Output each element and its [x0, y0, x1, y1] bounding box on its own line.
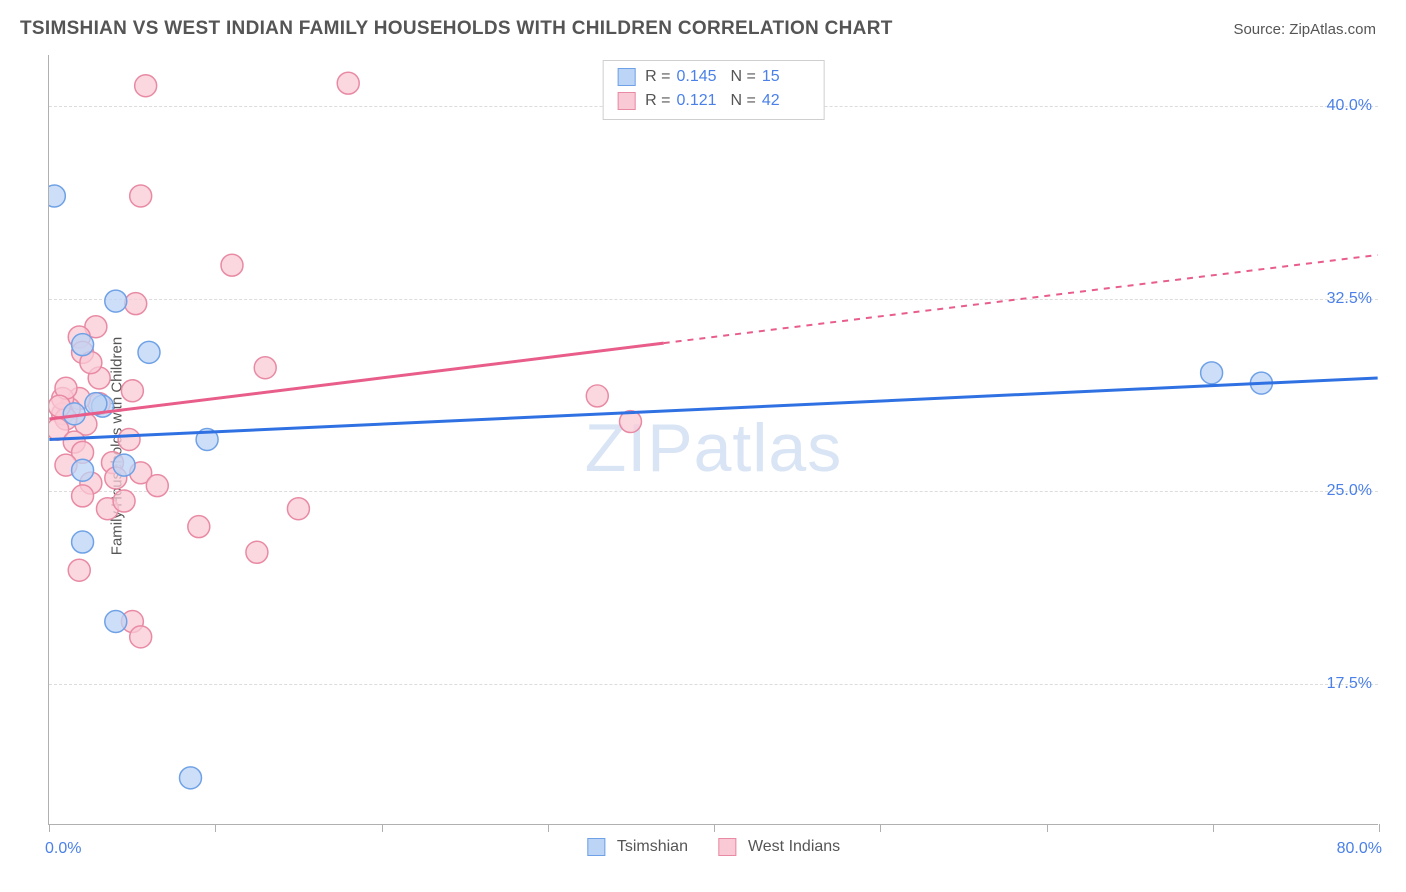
- swatch-blue-icon: [587, 838, 605, 856]
- x-tick: [215, 824, 216, 832]
- x-tick-label-max: 80.0%: [1337, 840, 1382, 858]
- stat-label-n: N =: [731, 65, 756, 89]
- legend-label-blue: Tsimshian: [617, 838, 688, 856]
- chart-plot-area: ZIPatlas 17.5%25.0%32.5%40.0% R = 0.145 …: [48, 55, 1378, 825]
- legend-item-blue: Tsimshian: [587, 838, 688, 856]
- x-tick: [1379, 824, 1380, 832]
- pink-point: [287, 498, 309, 520]
- pink-point: [337, 72, 359, 94]
- x-tick: [548, 824, 549, 832]
- x-tick: [382, 824, 383, 832]
- blue-point: [180, 767, 202, 789]
- blue-point: [113, 454, 135, 476]
- stat-label-r: R =: [645, 89, 670, 113]
- swatch-pink-icon: [617, 92, 635, 110]
- stats-row-pink: R = 0.121 N = 42: [617, 89, 810, 113]
- pink-point: [72, 485, 94, 507]
- pink-point: [68, 559, 90, 581]
- pink-point: [113, 490, 135, 512]
- pink-point: [246, 541, 268, 563]
- stat-label-n: N =: [731, 89, 756, 113]
- swatch-pink-icon: [718, 838, 736, 856]
- x-tick: [714, 824, 715, 832]
- pink-point: [586, 385, 608, 407]
- pink-point: [121, 380, 143, 402]
- x-tick: [49, 824, 50, 832]
- pink-point: [125, 293, 147, 315]
- pink-point: [130, 626, 152, 648]
- stat-label-r: R =: [645, 65, 670, 89]
- pink-point: [135, 75, 157, 97]
- blue-point: [49, 185, 65, 207]
- swatch-blue-icon: [617, 68, 635, 86]
- chart-title: TSIMSHIAN VS WEST INDIAN FAMILY HOUSEHOL…: [20, 18, 893, 40]
- blue-point: [138, 341, 160, 363]
- scatter-plot-svg: [49, 55, 1378, 824]
- stat-value-blue-n: 15: [762, 65, 810, 89]
- bottom-legend: Tsimshian West Indians: [587, 838, 840, 856]
- pink-point: [254, 357, 276, 379]
- pink-point: [146, 475, 168, 497]
- blue-point: [72, 531, 94, 553]
- x-tick: [1047, 824, 1048, 832]
- legend-item-pink: West Indians: [718, 838, 840, 856]
- blue-point: [105, 290, 127, 312]
- pink-trendline-dashed: [664, 255, 1378, 343]
- stat-value-blue-r: 0.145: [677, 65, 725, 89]
- stat-value-pink-r: 0.121: [677, 89, 725, 113]
- legend-label-pink: West Indians: [748, 838, 840, 856]
- x-tick-label-min: 0.0%: [45, 840, 81, 858]
- blue-point: [72, 459, 94, 481]
- blue-point: [72, 334, 94, 356]
- stat-value-pink-n: 42: [762, 89, 810, 113]
- blue-point: [1201, 362, 1223, 384]
- pink-point: [221, 254, 243, 276]
- pink-point: [118, 429, 140, 451]
- blue-trendline: [49, 378, 1377, 440]
- x-tick: [880, 824, 881, 832]
- source-label: Source: ZipAtlas.com: [1233, 21, 1376, 38]
- stats-row-blue: R = 0.145 N = 15: [617, 65, 810, 89]
- pink-point: [130, 185, 152, 207]
- x-tick: [1213, 824, 1214, 832]
- pink-point: [188, 516, 210, 538]
- stats-legend-box: R = 0.145 N = 15 R = 0.121 N = 42: [602, 60, 825, 120]
- blue-point: [105, 611, 127, 633]
